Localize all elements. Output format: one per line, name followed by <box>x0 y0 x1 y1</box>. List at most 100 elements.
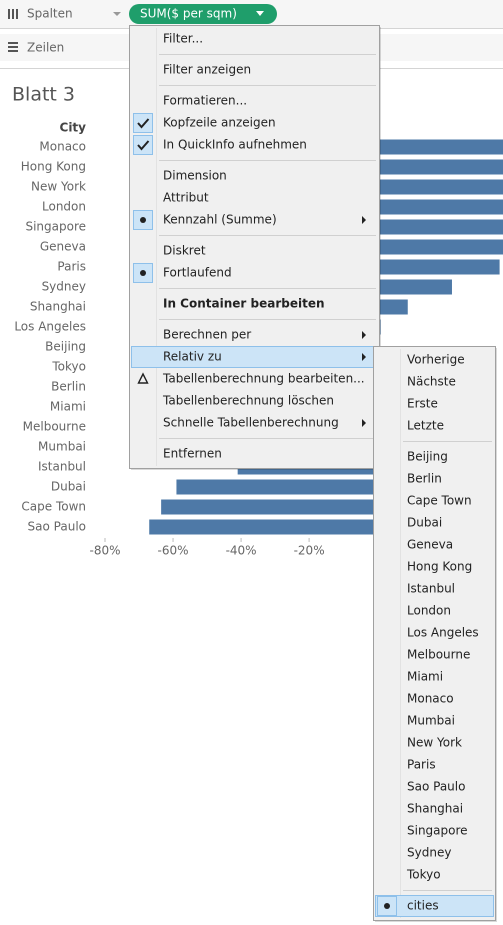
menu-item[interactable]: Dubai <box>407 516 442 530</box>
bar <box>377 239 503 255</box>
menu-item[interactable]: New York <box>407 736 462 750</box>
menu-item[interactable]: Tabellenberechnung bearbeiten... <box>162 372 365 386</box>
row-label: New York <box>31 180 86 194</box>
menu-item[interactable]: Geneva <box>407 538 453 552</box>
menu-item[interactable]: Relativ zu <box>163 350 222 364</box>
menu-item[interactable]: Berechnen per <box>163 328 251 342</box>
row-label: Shanghai <box>30 300 86 314</box>
row-label: Singapore <box>25 220 86 234</box>
bar <box>377 219 503 235</box>
bar <box>377 299 408 315</box>
check-mark <box>137 140 150 151</box>
column-header: City <box>60 121 87 135</box>
rows-label: Zeilen <box>27 41 64 55</box>
bar <box>377 279 452 295</box>
menu-item[interactable]: Sydney <box>407 846 451 860</box>
menu-item[interactable]: Attribut <box>163 191 209 205</box>
submenu-arrow <box>362 353 366 361</box>
pill-label: SUM($ per sqm) <box>140 7 237 21</box>
menu-item[interactable]: Monaco <box>407 692 454 706</box>
row-label: London <box>42 200 86 214</box>
bar <box>377 179 503 195</box>
menu-item[interactable]: Beijing <box>407 450 448 464</box>
menu-item[interactable]: Miami <box>407 670 443 684</box>
menu-item[interactable]: Kennzahl (Summe) <box>163 213 277 227</box>
menu-item[interactable]: Tabellenberechnung löschen <box>162 394 334 408</box>
menu-item[interactable]: London <box>407 604 451 618</box>
row-label: Dubai <box>51 480 86 494</box>
bar <box>377 259 500 275</box>
menu-item[interactable]: In Container bearbeiten <box>163 297 325 311</box>
menu-item[interactable]: Erste <box>407 397 438 411</box>
row-label: Melbourne <box>23 420 86 434</box>
row-label: Mumbai <box>38 440 86 454</box>
x-tick-label: -20% <box>294 544 325 558</box>
submenu-arrow <box>362 331 366 339</box>
row-label: Paris <box>57 260 86 274</box>
menu-item[interactable]: Sao Paulo <box>407 780 465 794</box>
menu-item[interactable]: Mumbai <box>407 714 455 728</box>
pill-arrow[interactable] <box>256 11 264 16</box>
menu-highlight <box>375 895 494 917</box>
row-label: Cape Town <box>21 500 86 514</box>
menu-item[interactable]: Dimension <box>163 169 227 183</box>
menu-item[interactable]: Diskret <box>163 244 206 258</box>
menu-item[interactable]: Filter... <box>163 32 203 46</box>
menu-item[interactable]: Melbourne <box>407 648 470 662</box>
row-label: Los Angeles <box>14 320 86 334</box>
menu <box>129 25 380 469</box>
menu-item[interactable]: Los Angeles <box>407 626 479 640</box>
mark-box <box>133 113 153 133</box>
menu-item[interactable]: cities <box>407 899 439 913</box>
menu-item[interactable]: Cape Town <box>407 494 472 508</box>
x-tick-label: -60% <box>158 544 189 558</box>
menus: Filter... Filter anzeigen Formatieren... Ko… <box>129 25 497 922</box>
menu-item[interactable]: Singapore <box>407 824 468 838</box>
row-label: Istanbul <box>38 460 86 474</box>
menu-item[interactable]: Formatieren... <box>163 94 247 108</box>
dot-mark <box>140 217 146 223</box>
menu-item[interactable]: Fortlaufend <box>163 266 232 280</box>
menu-item[interactable]: Paris <box>407 758 436 772</box>
row-label: Sao Paulo <box>28 520 86 534</box>
bar <box>149 519 378 535</box>
row-label: Sydney <box>42 280 86 294</box>
menu-item[interactable]: Filter anzeigen <box>163 63 251 77</box>
x-tick-label: -80% <box>90 544 121 558</box>
menu-item[interactable]: Entfernen <box>163 447 222 461</box>
bar <box>377 199 503 215</box>
menu-item[interactable]: Letzte <box>407 419 444 433</box>
dropdown-arrow[interactable] <box>113 12 121 16</box>
bar <box>161 499 378 515</box>
sheet-title: Blatt 3 <box>12 84 75 106</box>
dot-mark <box>384 903 390 909</box>
columns-label: Spalten <box>27 7 73 21</box>
submenu-arrow <box>362 419 366 427</box>
menu-item[interactable]: Hong Kong <box>407 560 472 574</box>
menu-item[interactable]: Schnelle Tabellenberechnung <box>163 416 339 430</box>
menu-item[interactable]: Vorherige <box>407 353 465 367</box>
menu-item[interactable]: Kopfzeile anzeigen <box>163 116 276 130</box>
pill[interactable] <box>129 4 277 24</box>
row-label: Berlin <box>51 380 86 394</box>
x-tick-label: -40% <box>226 544 257 558</box>
menu-item[interactable]: Berlin <box>407 472 442 486</box>
menu-item[interactable]: Shanghai <box>407 802 463 816</box>
dot-mark <box>140 270 146 276</box>
bar <box>377 139 503 155</box>
delta-mark <box>137 372 149 384</box>
row-label: Hong Kong <box>21 160 86 174</box>
mark-box <box>133 135 153 155</box>
submenu-arrow <box>362 216 366 224</box>
row-label: Beijing <box>45 340 86 354</box>
menu-item[interactable]: Nächste <box>407 375 456 389</box>
rows-icon <box>8 42 18 52</box>
menu-item[interactable]: Istanbul <box>407 582 455 596</box>
row-label: Tokyo <box>51 360 86 374</box>
menu-item[interactable]: In QuickInfo aufnehmen <box>163 138 307 152</box>
row-label: Geneva <box>40 240 86 254</box>
bar <box>176 479 378 495</box>
menu-item[interactable]: Tokyo <box>406 868 441 882</box>
bar <box>377 159 503 175</box>
